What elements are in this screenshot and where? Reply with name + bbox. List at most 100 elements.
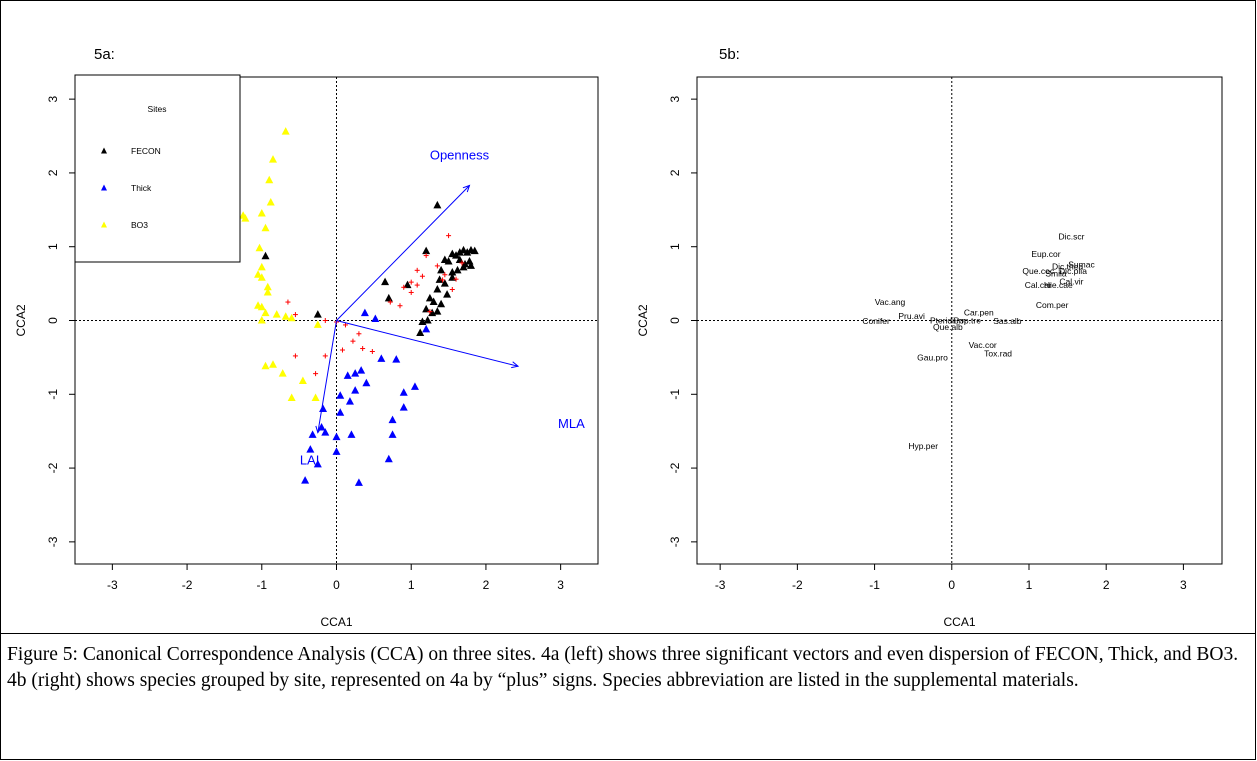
fecon-point — [403, 280, 412, 289]
plot-5a: -3 -2 -1 0 1 2 3 -3 -2 -1 0 1 2 3 CCA1 CCA2 Openness MLA L… — [14, 74, 599, 629]
y-tick-label: -3 — [668, 536, 682, 547]
fecon-point — [444, 256, 453, 265]
species-plus-marker — [449, 287, 455, 293]
thick-point — [336, 391, 345, 399]
y-tick-label: 1 — [46, 243, 60, 250]
bo3-point — [268, 360, 277, 368]
bo3-point — [257, 262, 266, 271]
vector-mla: MLA — [336, 320, 585, 431]
species-plus-marker — [369, 348, 375, 354]
bo3-point — [265, 175, 274, 184]
legend-marker-bo3 — [101, 221, 107, 228]
thick-point — [399, 388, 408, 396]
vector-line — [317, 320, 337, 433]
bo3-point — [298, 376, 307, 385]
species-plus-marker — [408, 279, 414, 285]
thick-point — [362, 378, 371, 387]
fecon-point — [313, 310, 322, 318]
thick-point — [392, 355, 401, 363]
y-tick-label: -1 — [668, 389, 682, 400]
thick-point — [332, 432, 341, 441]
vector-label: MLA — [558, 416, 585, 431]
bo3-point — [311, 393, 320, 401]
species-plus-marker — [285, 299, 291, 305]
x-tick-label: 0 — [948, 578, 955, 592]
x-tick-label: 2 — [483, 578, 490, 592]
x-tick-label: 3 — [557, 578, 564, 592]
species-plus-marker — [442, 272, 448, 278]
fecon-point — [423, 316, 432, 324]
thick-point — [345, 397, 354, 405]
legend-marker-fecon — [101, 147, 107, 154]
species-plus-marker — [408, 289, 414, 295]
species-label: Tox.rad — [984, 349, 1012, 359]
x-tick-label: -2 — [182, 578, 193, 592]
fecon-point — [425, 293, 434, 302]
bo3-point — [257, 273, 266, 281]
y-tick-label: -2 — [46, 462, 60, 473]
species-plus-marker — [292, 312, 298, 318]
species-label: Hyp.per — [908, 441, 938, 451]
fecon-point — [433, 200, 442, 209]
legend-box — [74, 74, 241, 263]
thick-point — [357, 366, 366, 374]
thick-point — [377, 354, 386, 362]
y-tick-label: 2 — [46, 169, 60, 176]
fecon-point — [261, 251, 270, 260]
bo3-point — [268, 155, 277, 163]
species-plus-marker — [446, 233, 452, 239]
bo3-point — [263, 282, 272, 291]
x-tick-label: -1 — [256, 578, 267, 592]
bo3-point — [261, 361, 270, 370]
bo3-point — [257, 209, 266, 217]
legend: Sites FECON Thick BO3 — [74, 74, 241, 263]
x-tick-label: 1 — [408, 578, 415, 592]
x-tick-label: -2 — [792, 578, 803, 592]
y-axis-label: CCA2 — [636, 304, 650, 336]
species-plus-marker — [292, 353, 298, 359]
x-tick-label: 3 — [1180, 578, 1187, 592]
legend-entry-fecon: FECON — [131, 146, 161, 156]
fecon-point — [448, 268, 457, 276]
fecon-point — [435, 275, 444, 283]
fecon-point — [453, 265, 462, 274]
species-label: Dic.plia — [1059, 266, 1087, 276]
species-plus-marker — [387, 299, 393, 305]
bo3-point — [266, 197, 275, 206]
species-plus-marker — [419, 273, 425, 279]
fecon-point — [459, 262, 468, 271]
fecon-point — [437, 265, 446, 274]
y-tick-label: 3 — [46, 95, 60, 102]
species-label: Dic.scr — [1058, 231, 1084, 241]
plot-5b: -3 -2 -1 0 1 2 3 -3 -2 -1 0 1 2 3 CCA1 CCA2 Dic.scr Eup.c… — [636, 76, 1223, 629]
legend-title: Sites — [148, 104, 167, 114]
fecon-point — [470, 246, 479, 255]
thick-point — [360, 308, 369, 317]
species-plus-marker — [322, 318, 328, 323]
species-label: Conifer — [862, 316, 890, 326]
vector-line — [336, 185, 470, 321]
y-tick-label: 2 — [668, 169, 682, 176]
species-plus-marker — [360, 346, 366, 352]
species-plus-marker — [434, 263, 440, 269]
fecon-point — [465, 256, 474, 265]
fecon-point — [455, 248, 464, 256]
fecon-point — [440, 279, 449, 287]
x-tick-label: 0 — [333, 578, 340, 592]
bo3-point — [278, 369, 287, 377]
vector-label: Openness — [430, 147, 490, 162]
species-plus-marker — [453, 276, 459, 282]
bo3-point — [261, 223, 270, 232]
bo3-point — [263, 287, 272, 296]
species-plus-marker — [414, 267, 420, 273]
thick-point — [388, 430, 397, 438]
species-label: Car.pen — [964, 307, 994, 317]
y-tick-label: -3 — [46, 536, 60, 547]
species-plus-marker — [401, 284, 407, 290]
bo3-point — [272, 310, 281, 318]
caption-divider — [0, 633, 1256, 634]
species-plus-marker — [339, 347, 345, 353]
plots-canvas: -3 -2 -1 0 1 2 3 -3 -2 -1 0 1 2 3 CCA1 CCA2 Openness MLA L… — [14, 74, 1223, 629]
fecon-point — [429, 297, 438, 306]
thick-point — [384, 454, 393, 463]
